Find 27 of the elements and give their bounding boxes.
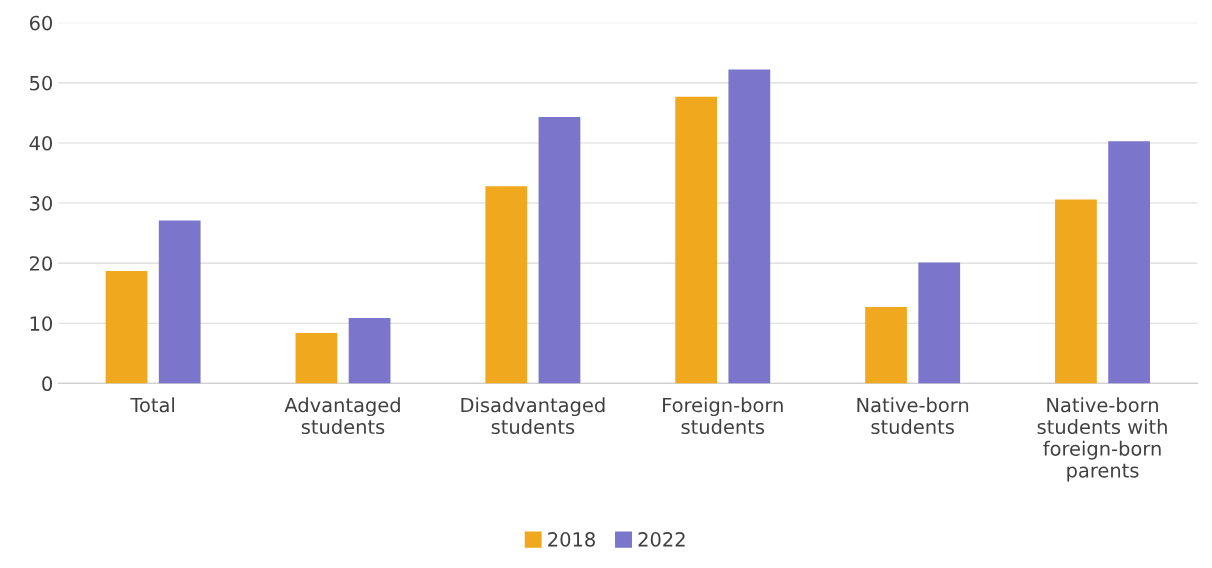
x-tick-label: Native-born students bbox=[857, 397, 969, 435]
x-tick-label: Native-born students with foreign-born parents bbox=[1037, 397, 1167, 482]
bar bbox=[1055, 199, 1097, 384]
bar bbox=[918, 262, 961, 384]
bar bbox=[538, 117, 581, 384]
y-tick-label: 40 bbox=[29, 135, 53, 151]
legend-label: 2018 bbox=[548, 532, 595, 547]
bar bbox=[158, 220, 201, 384]
bar bbox=[105, 270, 148, 384]
x-tick-label: Total bbox=[130, 397, 174, 413]
y-tick-label: 10 bbox=[30, 316, 53, 331]
y-tick-label: 50 bbox=[30, 75, 53, 91]
x-tick-label: Foreign-born students bbox=[663, 397, 783, 435]
bar bbox=[675, 96, 718, 384]
legend-label: 2022 bbox=[638, 532, 685, 547]
bar bbox=[348, 317, 391, 384]
x-tick-label: Disadvantaged students bbox=[461, 397, 605, 435]
bar bbox=[485, 186, 528, 384]
y-tick-label: 30 bbox=[30, 196, 53, 211]
y-tick-label: 20 bbox=[30, 256, 53, 271]
x-tick-label: Advantaged students bbox=[284, 397, 400, 435]
bar bbox=[865, 307, 907, 384]
bar bbox=[295, 332, 338, 384]
y-tick-label: 0 bbox=[42, 376, 53, 392]
bar bbox=[728, 69, 771, 384]
y-tick-label: 60 bbox=[29, 15, 53, 31]
bar bbox=[1108, 141, 1150, 384]
